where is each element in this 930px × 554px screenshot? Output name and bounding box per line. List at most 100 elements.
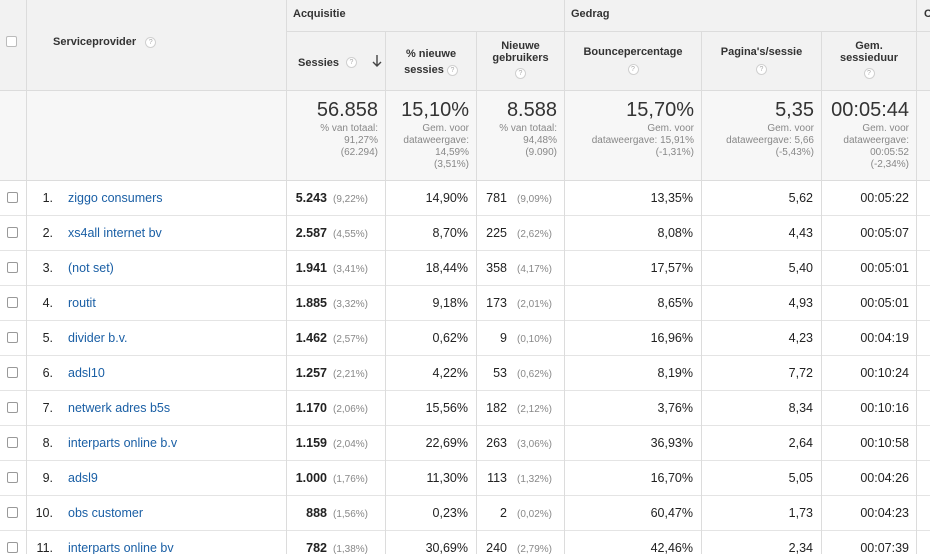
row-new-users: 113 bbox=[477, 470, 507, 486]
row-provider-link[interactable]: obs customer bbox=[68, 505, 143, 521]
row-pages: 7,72 bbox=[702, 365, 813, 381]
row-sessions-pct: (1,56%) bbox=[333, 507, 368, 523]
row-sessions: 1.170 bbox=[287, 400, 327, 416]
row-duration: 00:05:01 bbox=[822, 260, 909, 276]
row-duration: 00:07:39 bbox=[822, 540, 909, 554]
row-bounce: 60,47% bbox=[565, 505, 693, 521]
row-checkbox[interactable] bbox=[7, 297, 18, 308]
row-sessions-pct: (3,41%) bbox=[333, 262, 368, 278]
select-all-checkbox[interactable] bbox=[6, 36, 17, 47]
row-sessions-pct: (2,06%) bbox=[333, 402, 368, 418]
total-subtext: Gem. voor dataweergave: 00:05:52 (-2,34%… bbox=[822, 123, 909, 171]
row-new-users-pct: (2,79%) bbox=[517, 542, 552, 554]
row-index: 1. bbox=[26, 190, 53, 206]
row-new-users: 182 bbox=[477, 400, 507, 416]
help-icon[interactable]: ? bbox=[756, 64, 767, 75]
row-sessions: 782 bbox=[287, 540, 327, 554]
total-note: (62.294) bbox=[287, 147, 378, 159]
row-sessions: 1.885 bbox=[287, 295, 327, 311]
row-new-sessions: 14,90% bbox=[386, 190, 468, 206]
help-icon[interactable]: ? bbox=[515, 68, 526, 79]
bounce-header[interactable]: Bouncepercentage ? bbox=[565, 46, 701, 75]
row-provider-link[interactable]: interparts online b.v bbox=[68, 435, 177, 451]
row-new-users: 173 bbox=[477, 295, 507, 311]
row-new-users: 781 bbox=[477, 190, 507, 206]
help-icon[interactable]: ? bbox=[864, 68, 875, 79]
total-new-sessions: 15,10% Gem. voor dataweergave: 14,59% (3… bbox=[386, 90, 477, 180]
row-provider-link[interactable]: routit bbox=[68, 295, 96, 311]
row-checkbox[interactable] bbox=[7, 227, 18, 238]
row-provider-link[interactable]: ziggo consumers bbox=[68, 190, 163, 206]
row-index: 10. bbox=[26, 505, 53, 521]
new-sessions-header[interactable]: % nieuwe sessies ? bbox=[386, 46, 476, 78]
row-checkbox[interactable] bbox=[7, 542, 18, 553]
row-new-users-pct: (0,02%) bbox=[517, 507, 552, 523]
row-sessions: 1.941 bbox=[287, 260, 327, 276]
row-index: 7. bbox=[26, 400, 53, 416]
row-provider-link[interactable]: netwerk adres b5s bbox=[68, 400, 170, 416]
row-pages: 4,93 bbox=[702, 295, 813, 311]
row-new-sessions: 18,44% bbox=[386, 260, 468, 276]
row-duration: 00:05:07 bbox=[822, 225, 909, 241]
row-sessions: 1.257 bbox=[287, 365, 327, 381]
row-index: 2. bbox=[26, 225, 53, 241]
new-users-header[interactable]: Nieuwe gebruikers ? bbox=[477, 40, 564, 79]
row-bounce: 16,96% bbox=[565, 330, 693, 346]
row-duration: 00:04:26 bbox=[822, 470, 909, 486]
row-index: 3. bbox=[26, 260, 53, 276]
row-bounce: 3,76% bbox=[565, 400, 693, 416]
row-checkbox[interactable] bbox=[7, 192, 18, 203]
row-sessions-pct: (9,22%) bbox=[333, 192, 368, 208]
row-pages: 5,05 bbox=[702, 470, 813, 486]
help-icon[interactable]: ? bbox=[145, 37, 156, 48]
total-note: Gem. voor bbox=[822, 123, 909, 135]
row-checkbox[interactable] bbox=[7, 507, 18, 518]
dimension-header[interactable]: Serviceprovider ? bbox=[53, 36, 156, 48]
row-new-users-pct: (4,17%) bbox=[517, 262, 552, 278]
row-provider-link[interactable]: divider b.v. bbox=[68, 330, 128, 346]
new-users-header-label: Nieuwe bbox=[477, 40, 564, 52]
total-subtext: Gem. voor dataweergave: 5,66 (-5,43%) bbox=[702, 123, 814, 159]
row-checkbox[interactable] bbox=[7, 402, 18, 413]
bounce-header-label: Bouncepercentage bbox=[565, 46, 701, 58]
row-sessions-pct: (3,32%) bbox=[333, 297, 368, 313]
row-new-users-pct: (0,62%) bbox=[517, 367, 552, 383]
row-pages: 5,62 bbox=[702, 190, 813, 206]
duration-header-label: Gem. bbox=[822, 40, 916, 52]
row-bounce: 8,08% bbox=[565, 225, 693, 241]
row-new-sessions: 9,18% bbox=[386, 295, 468, 311]
row-checkbox[interactable] bbox=[7, 437, 18, 448]
row-index: 6. bbox=[26, 365, 53, 381]
row-provider-link[interactable]: (not set) bbox=[68, 260, 114, 276]
row-new-users: 9 bbox=[477, 330, 507, 346]
row-new-users: 263 bbox=[477, 435, 507, 451]
row-sessions-pct: (1,76%) bbox=[333, 472, 368, 488]
pages-per-session-header[interactable]: Pagina's/sessie ? bbox=[702, 46, 821, 75]
total-note: (3,51%) bbox=[386, 159, 469, 171]
row-checkbox[interactable] bbox=[7, 332, 18, 343]
row-new-users: 2 bbox=[477, 505, 507, 521]
row-provider-link[interactable]: adsl9 bbox=[68, 470, 98, 486]
arrow-down-icon[interactable] bbox=[372, 55, 382, 68]
row-new-users: 240 bbox=[477, 540, 507, 554]
row-provider-link[interactable]: adsl10 bbox=[68, 365, 105, 381]
row-bounce: 17,57% bbox=[565, 260, 693, 276]
total-note: dataweergave: 5,66 bbox=[702, 135, 814, 147]
row-sessions: 5.243 bbox=[287, 190, 327, 206]
row-new-sessions: 30,69% bbox=[386, 540, 468, 554]
help-icon[interactable]: ? bbox=[628, 64, 639, 75]
row-provider-link[interactable]: interparts online bv bbox=[68, 540, 174, 554]
row-checkbox[interactable] bbox=[7, 472, 18, 483]
row-checkbox[interactable] bbox=[7, 367, 18, 378]
row-sessions-pct: (2,57%) bbox=[333, 332, 368, 348]
row-provider-link[interactable]: xs4all internet bv bbox=[68, 225, 162, 241]
row-new-sessions: 22,69% bbox=[386, 435, 468, 451]
row-sessions: 2.587 bbox=[287, 225, 327, 241]
session-duration-header[interactable]: Gem. sessieduur ? bbox=[822, 40, 916, 79]
row-sessions: 1.159 bbox=[287, 435, 327, 451]
total-note: Gem. voor bbox=[386, 123, 469, 135]
help-icon[interactable]: ? bbox=[346, 57, 357, 68]
help-icon[interactable]: ? bbox=[447, 65, 458, 76]
row-checkbox[interactable] bbox=[7, 262, 18, 273]
total-note: 94,48% bbox=[477, 135, 557, 147]
